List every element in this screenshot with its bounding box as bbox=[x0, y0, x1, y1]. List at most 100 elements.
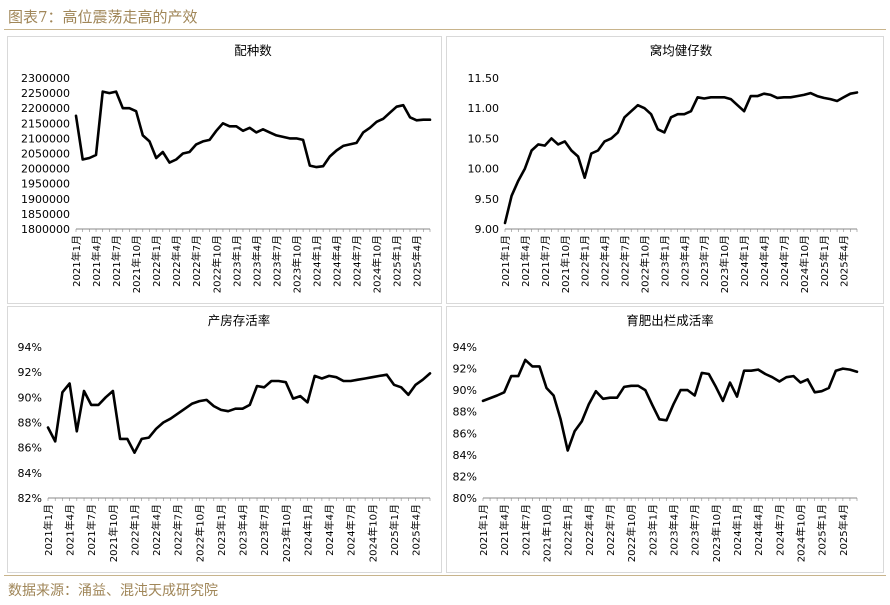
y-tick-label: 94% bbox=[18, 341, 42, 354]
y-tick-label: 88% bbox=[453, 406, 477, 419]
x-tick-label: 2024年4月 bbox=[752, 504, 765, 556]
y-tick-label: 9.00 bbox=[475, 223, 500, 236]
x-tick-label: 2024年4月 bbox=[758, 235, 771, 287]
y-tick-label: 92% bbox=[18, 366, 42, 379]
series-line bbox=[46, 372, 432, 454]
x-tick-label: 2023年1月 bbox=[646, 504, 659, 556]
y-tick-label: 90% bbox=[18, 391, 42, 404]
y-tick-label: 1850000 bbox=[21, 208, 70, 221]
y-tick-label: 2000000 bbox=[21, 163, 70, 176]
x-tick-label: 2021年1月 bbox=[477, 504, 490, 556]
x-tick-label: 2022年4月 bbox=[150, 504, 163, 556]
chart-title: 配种数 bbox=[234, 43, 272, 58]
x-tick-label: 2022年7月 bbox=[604, 504, 617, 556]
y-tick-label: 2150000 bbox=[21, 117, 70, 130]
x-tick-label: 2022年7月 bbox=[190, 235, 203, 287]
x-tick-label: 2023年7月 bbox=[698, 235, 711, 287]
chart-svg-finishing-survival: 育肥出栏成活率 80% 82% 84% 86% 88% 90% 92% 94% 2021年1月 20… bbox=[453, 313, 859, 562]
series-line bbox=[481, 358, 859, 452]
y-tick-label: 2250000 bbox=[21, 87, 70, 100]
y-tick-label: 1900000 bbox=[21, 193, 70, 206]
x-tick-label: 2022年4月 bbox=[599, 235, 612, 287]
x-tick-label: 2022年10月 bbox=[210, 235, 223, 293]
x-tick-label: 2022年1月 bbox=[562, 504, 575, 556]
x-tick-label: 2024年1月 bbox=[738, 235, 751, 287]
x-tick-label: 2024年4月 bbox=[323, 504, 336, 556]
x-tick-label: 2023年10月 bbox=[718, 235, 731, 293]
x-tick-label: 2024年10月 bbox=[371, 235, 384, 293]
x-tick-label: 2022年10月 bbox=[638, 235, 651, 293]
source-note: 数据来源：涌益、混沌天成研究院 bbox=[8, 583, 218, 599]
chart-panel-farrowing-survival-rate: 产房存活率 82% 84% 86% 88% 90% 92% 94% 2021年1月 2021年4月… bbox=[7, 306, 442, 573]
header-rule bbox=[4, 29, 886, 30]
y-tick-label: 94% bbox=[453, 341, 477, 354]
x-tick-label: 2021年7月 bbox=[85, 504, 98, 556]
y-tick-label: 84% bbox=[18, 467, 42, 480]
x-tick-label: 2024年1月 bbox=[310, 235, 323, 287]
chart-svg-farrowing-survival: 产房存活率 82% 84% 86% 88% 90% 92% 94% 2021年1月 2021年4月… bbox=[18, 313, 432, 562]
x-tick-label: 2023年7月 bbox=[270, 235, 283, 287]
y-tick-label: 88% bbox=[18, 417, 42, 430]
x-tick-label: 2022年4月 bbox=[583, 504, 596, 556]
x-tick-label: 2023年1月 bbox=[215, 504, 228, 556]
x-tick-label: 2025年1月 bbox=[388, 504, 401, 556]
x-tick-label: 2023年10月 bbox=[290, 235, 303, 293]
x-tick-label: 2021年4月 bbox=[90, 235, 103, 287]
y-tick-label: 2200000 bbox=[21, 102, 70, 115]
y-tick-label: 10.50 bbox=[468, 132, 500, 145]
y-tick-label: 2050000 bbox=[21, 148, 70, 161]
x-tick-label: 2025年1月 bbox=[391, 235, 404, 287]
x-tick-label: 2021年10月 bbox=[559, 235, 572, 293]
x-tick-label: 2023年10月 bbox=[710, 504, 723, 562]
y-tick-label: 86% bbox=[453, 427, 477, 440]
x-tick-label: 2023年7月 bbox=[258, 504, 271, 556]
x-tick-label: 2022年1月 bbox=[579, 235, 592, 287]
y-tick-label: 1950000 bbox=[21, 178, 70, 191]
y-tick-label: 90% bbox=[453, 384, 477, 397]
x-tick-label: 2024年7月 bbox=[778, 235, 791, 287]
y-tick-label: 1800000 bbox=[21, 223, 70, 236]
x-tick-label: 2021年1月 bbox=[70, 235, 83, 287]
x-tick-label: 2025年4月 bbox=[838, 235, 851, 287]
x-tick-label: 2024年10月 bbox=[798, 235, 811, 293]
x-tick-label: 2021年1月 bbox=[42, 504, 55, 556]
x-tick-label: 2024年10月 bbox=[366, 504, 379, 562]
x-tick-label: 2025年4月 bbox=[410, 504, 423, 556]
x-tick-label: 2024年10月 bbox=[795, 504, 808, 562]
figure-title: 图表7：高位震荡走高的产效 bbox=[8, 8, 198, 26]
y-tick-label: 92% bbox=[453, 363, 477, 376]
x-tick-label: 2021年7月 bbox=[519, 504, 532, 556]
x-tick-label: 2025年1月 bbox=[816, 504, 829, 556]
x-tick-label: 2022年1月 bbox=[150, 235, 163, 287]
x-tick-label: 2021年1月 bbox=[499, 235, 512, 287]
chart-panel-breeding-count: 配种数 1800000 1850000 1900000 1950000 2000000 20… bbox=[7, 36, 442, 304]
x-tick-label: 2024年7月 bbox=[345, 504, 358, 556]
x-tick-label: 2025年4月 bbox=[837, 504, 850, 556]
chart-svg-breeding-count: 配种数 1800000 1850000 1900000 1950000 2000000 20… bbox=[21, 43, 432, 293]
x-tick-label: 2024年7月 bbox=[351, 235, 364, 287]
y-tick-label: 82% bbox=[18, 492, 42, 505]
y-tick-label: 86% bbox=[18, 442, 42, 455]
x-tick-label: 2021年4月 bbox=[519, 235, 532, 287]
series-line bbox=[74, 90, 432, 169]
x-tick-label: 2022年1月 bbox=[128, 504, 141, 556]
y-tick-label: 2300000 bbox=[21, 72, 70, 85]
x-tick-label: 2023年4月 bbox=[668, 504, 681, 556]
chart-panel-healthy-piglets-per-litter: 窝均健仔数 9.00 9.50 10.00 10.50 11.00 11.50 2021年1月… bbox=[446, 36, 884, 304]
y-tick-label: 84% bbox=[453, 449, 477, 462]
x-tick-label: 2025年1月 bbox=[818, 235, 831, 287]
series-line bbox=[503, 91, 859, 225]
chart-title: 育肥出栏成活率 bbox=[626, 313, 714, 328]
x-tick-label: 2023年1月 bbox=[230, 235, 243, 287]
chart-title: 产房存活率 bbox=[208, 313, 271, 328]
x-tick-label: 2024年7月 bbox=[773, 504, 786, 556]
x-tick-label: 2024年4月 bbox=[330, 235, 343, 287]
x-tick-label: 2022年10月 bbox=[625, 504, 638, 562]
y-tick-label: 80% bbox=[453, 492, 477, 505]
x-tick-label: 2023年4月 bbox=[678, 235, 691, 287]
x-tick-label: 2023年4月 bbox=[250, 235, 263, 287]
x-tick-label: 2021年4月 bbox=[498, 504, 511, 556]
x-tick-label: 2021年7月 bbox=[539, 235, 552, 287]
y-tick-label: 9.50 bbox=[475, 193, 500, 206]
y-tick-label: 82% bbox=[453, 470, 477, 483]
